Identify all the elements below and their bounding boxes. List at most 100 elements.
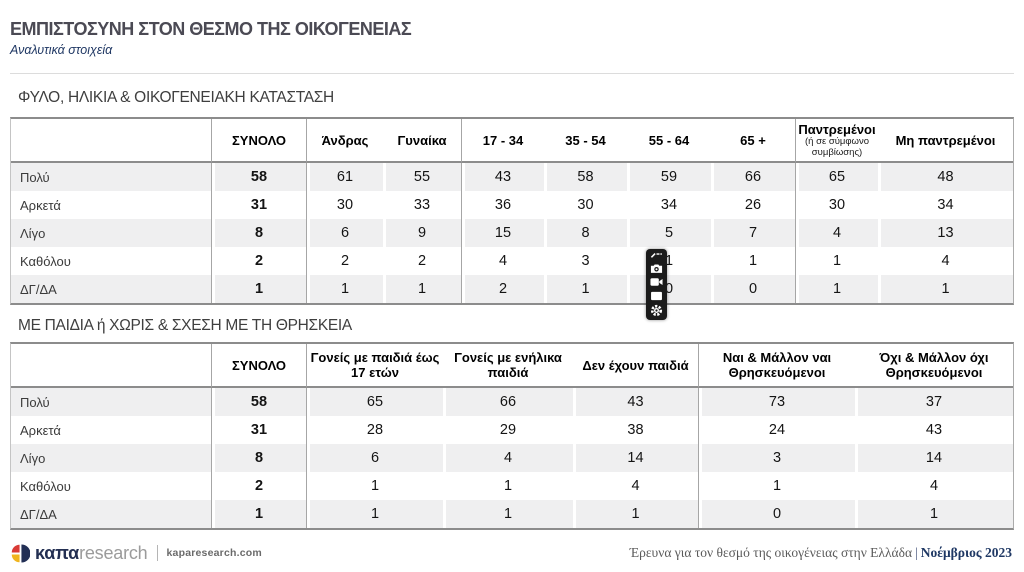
row-label: Πολύ: [11, 163, 211, 191]
table-cell: 13: [878, 219, 1013, 247]
table-cell: 34: [627, 191, 711, 219]
table-cell: 2: [211, 247, 306, 275]
footer-source: Έρευνα για τον θεσμό της οικογένειας στη…: [630, 545, 1012, 561]
table-cell: 66: [443, 388, 573, 416]
table-row: Λίγο 8 6 9 15 8 5 7 4 13: [11, 219, 1013, 247]
table-cell: 58: [211, 388, 306, 416]
table-cell: 65: [795, 163, 878, 191]
table-cell: 6: [306, 444, 443, 472]
table-row: Πολύ 58 61 55 43 58 59 66 65 48: [11, 163, 1013, 191]
table-cell: 7: [711, 219, 795, 247]
row-label: ΔΓ/ΔΑ: [11, 500, 211, 528]
table-cell: 61: [306, 163, 383, 191]
table-cell: 1: [383, 275, 461, 303]
table-children-religion: ΣΥΝΟΛΟ Γονείς με παιδιά έως 17 ετών Γονείς…: [10, 342, 1014, 530]
row-label: Λίγο: [11, 444, 211, 472]
section-title-children-religion: ΜΕ ΠΑΙΔΙΑ ή ΧΩΡΙΣ & ΣΧΕΣΗ ΜΕ ΤΗ ΘΡΗΣΚΕΙΑ: [18, 317, 352, 334]
column-header: 65 +: [711, 119, 795, 163]
row-label: Λίγο: [11, 219, 211, 247]
table-cell: 1: [711, 247, 795, 275]
table-cell: 0: [711, 275, 795, 303]
table-cell: 5: [627, 219, 711, 247]
source-separator: |: [915, 545, 918, 560]
table-cell: 30: [544, 191, 627, 219]
table-cell: 24: [698, 416, 855, 444]
table-cell: 33: [383, 191, 461, 219]
table-cell: 4: [573, 472, 698, 500]
table-cell: 31: [211, 416, 306, 444]
source-date: Νοέμβριος 2023: [920, 545, 1012, 560]
table-cell: 4: [855, 472, 1013, 500]
table-cell: 1: [627, 247, 711, 275]
logo-wordmark: καπαresearch: [35, 543, 148, 563]
footer: καπαresearch kaparesearch.com Έρευνα για…: [10, 540, 1014, 566]
table-cell: 43: [461, 163, 544, 191]
row-label: ΔΓ/ΔΑ: [11, 275, 211, 303]
video-camera-icon[interactable]: [650, 277, 663, 287]
logo-text-kapa: καπα: [35, 543, 80, 563]
window-icon[interactable]: [650, 291, 663, 301]
table-row: Λίγο 8 6 4 14 3 14: [11, 444, 1013, 472]
table-cell: 1: [443, 472, 573, 500]
table-cell: 4: [795, 219, 878, 247]
column-header: 35 - 54: [544, 119, 627, 163]
table-cell: 58: [211, 163, 306, 191]
row-label: Αρκετά: [20, 422, 61, 438]
table-row: Αρκετά 31 28 29 38 24 43: [11, 416, 1013, 444]
table-cell: 1: [306, 275, 383, 303]
table-cell: 34: [878, 191, 1013, 219]
table-cell: 1: [306, 500, 443, 528]
table-cell: 9: [383, 219, 461, 247]
table-cell: 38: [573, 416, 698, 444]
column-header: Γονείς με ενήλικα παιδιά: [443, 344, 573, 388]
capture-toolbar-overlay: [646, 249, 667, 320]
table-cell: 26: [711, 191, 795, 219]
pen-icon[interactable]: [650, 251, 663, 259]
table-cell: 2: [461, 275, 544, 303]
table-cell: 66: [711, 163, 795, 191]
website-text: kaparesearch.com: [166, 547, 262, 559]
gear-icon[interactable]: [650, 304, 663, 317]
table-cell: 1: [855, 500, 1013, 528]
table-cell: 1: [573, 500, 698, 528]
table-cell: 2: [211, 472, 306, 500]
column-header: Γυναίκα: [383, 119, 461, 163]
table-cell: 1: [544, 275, 627, 303]
table-cell: 31: [211, 191, 306, 219]
table-cell: 1: [306, 472, 443, 500]
row-label-header: [11, 344, 211, 388]
table-cell: 73: [698, 388, 855, 416]
table-cell: 4: [443, 444, 573, 472]
column-header: Γονείς με παιδιά έως 17 ετών: [306, 344, 443, 388]
table-cell: 59: [627, 163, 711, 191]
table-cell: 0: [698, 500, 855, 528]
table-cell: 14: [855, 444, 1013, 472]
table-cell: 0: [627, 275, 711, 303]
table-cell: 3: [698, 444, 855, 472]
column-header: Άνδρας: [306, 119, 383, 163]
table-row: ΔΓ/ΔΑ 1 1 1 1 0 1: [11, 500, 1013, 528]
table-cell: 8: [211, 219, 306, 247]
table-cell: 1: [795, 247, 878, 275]
table-cell: 1: [443, 500, 573, 528]
camera-icon[interactable]: [650, 263, 663, 274]
table-cell: 36: [461, 191, 544, 219]
column-header: Δεν έχουν παιδιά: [573, 344, 698, 388]
table-cell: 65: [306, 388, 443, 416]
table-cell: 4: [878, 247, 1013, 275]
column-header: 55 - 64: [627, 119, 711, 163]
table-cell: 3: [544, 247, 627, 275]
table-cell: 1: [211, 275, 306, 303]
column-header: Όχι & Μάλλον όχι Θρησκευόμενοι: [855, 344, 1013, 388]
table-cell: 8: [544, 219, 627, 247]
table-row: Καθόλου 2 1 1 4 1 4: [11, 472, 1013, 500]
title-divider: [10, 73, 1014, 74]
column-header: ΣΥΝΟΛΟ: [211, 344, 306, 388]
table-cell: 48: [878, 163, 1013, 191]
column-header: Μη παντρεμένοι: [878, 119, 1013, 163]
table-cell: 1: [211, 500, 306, 528]
source-text: Έρευνα για τον θεσμό της οικογένειας στη…: [629, 545, 913, 560]
table-cell: 8: [211, 444, 306, 472]
table-cell: 14: [573, 444, 698, 472]
